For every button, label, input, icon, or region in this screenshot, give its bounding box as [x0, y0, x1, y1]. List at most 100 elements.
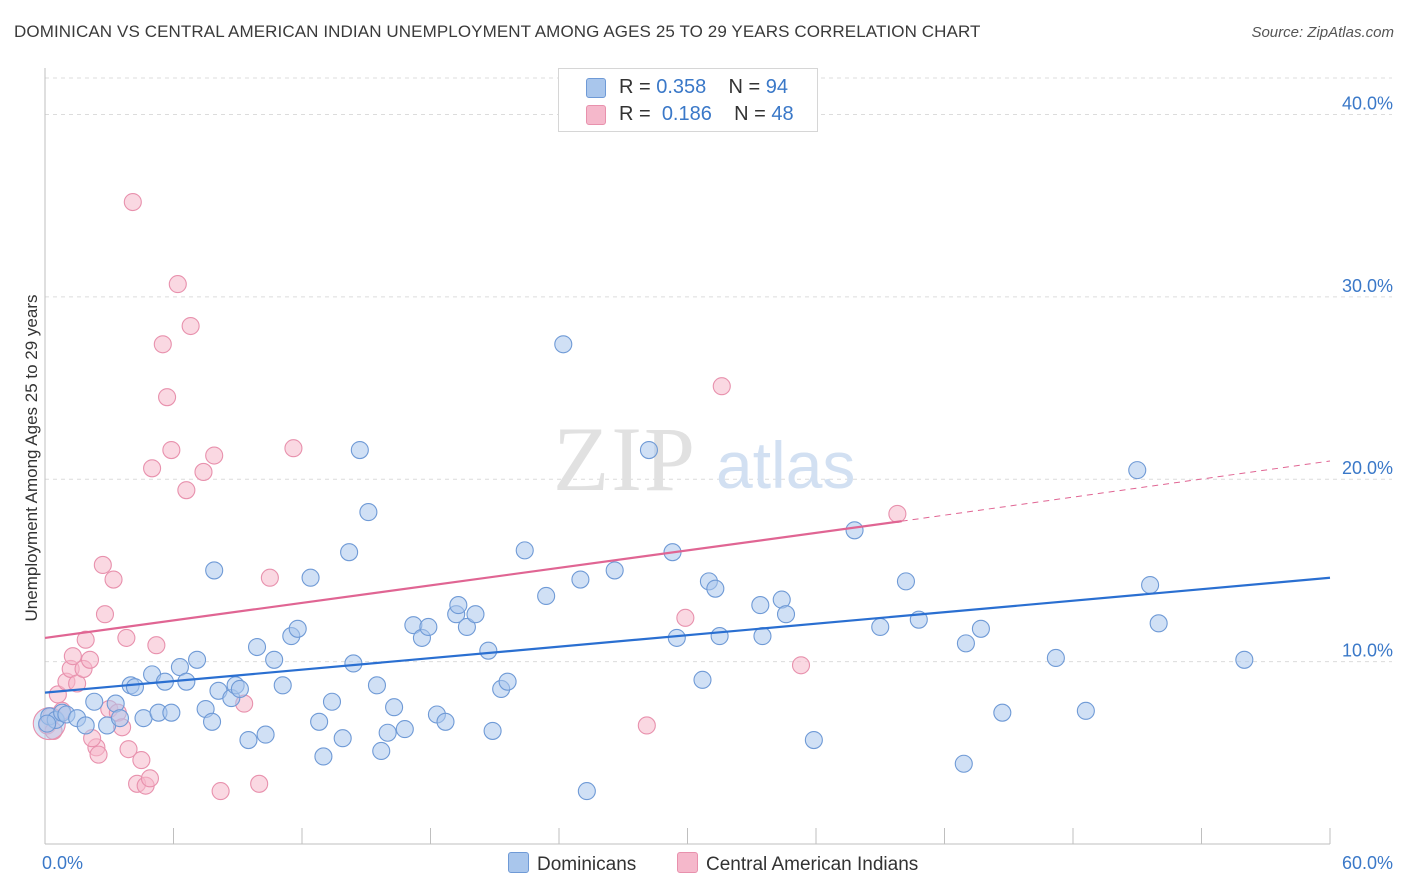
dominicans-point — [845, 521, 864, 540]
dominicans-point — [1046, 648, 1065, 668]
central-american-indians-point — [117, 628, 136, 647]
legend-item-label: Central American Indians — [706, 854, 919, 875]
dominicans-point — [537, 586, 556, 606]
dominicans-point — [971, 619, 990, 638]
x-tick-label: 0.0% — [42, 853, 83, 873]
dominicans-point — [359, 503, 378, 522]
central-american-indians-point — [95, 605, 115, 624]
dominicans-point — [751, 596, 770, 615]
tick-labels: 10.0% 20.0% 30.0% 40.0% 0.0% 60.0% — [42, 93, 1393, 873]
dominicans-point — [372, 741, 391, 761]
central-american-indians-point — [153, 335, 172, 354]
y-tick-label: 40.0% — [1342, 93, 1393, 113]
dominicans-point — [385, 698, 404, 717]
central-american-indians-point — [104, 570, 123, 589]
central-american-indians-point — [177, 481, 196, 500]
dominicans-point — [247, 637, 267, 657]
dominicans-point — [76, 716, 95, 735]
dominicans-point — [956, 634, 975, 653]
dominicans-point — [804, 730, 823, 750]
dominicans-point — [776, 605, 796, 624]
central-american-indians-point — [712, 377, 731, 396]
dominicans-point — [554, 335, 573, 354]
dominicans-point — [378, 723, 397, 742]
dominicans-point — [498, 672, 517, 691]
dominicans-point — [38, 714, 57, 733]
dominicans-point — [177, 672, 196, 691]
dominicans-point — [479, 641, 498, 660]
dominicans-point — [322, 692, 342, 711]
central-american-indians-point — [284, 439, 303, 458]
central-american-indians-trend-extension — [901, 460, 1331, 522]
legend-item-label: Dominicans — [537, 854, 637, 875]
dominicans-point — [265, 650, 284, 669]
dominicans-point — [333, 729, 352, 748]
central-american-indians-point — [119, 740, 138, 759]
dominicans-point — [993, 703, 1012, 722]
central-american-indians-point — [80, 650, 100, 669]
legend-n-label: N = — [728, 76, 766, 98]
central-american-indians-point — [676, 608, 695, 627]
y-tick-label: 10.0% — [1342, 641, 1393, 661]
dominicans-point — [577, 782, 596, 801]
central-american-indians-point — [123, 192, 142, 212]
pink-swatch-icon — [586, 105, 606, 125]
legend-r-label: R = — [619, 76, 657, 98]
trend-lines — [44, 460, 1331, 694]
dominicans-point — [350, 441, 369, 460]
legend-n-value: 48 — [771, 103, 794, 125]
legend-r-value: 0.186 — [661, 103, 712, 125]
central-american-indians-point — [181, 316, 200, 336]
x-tick-label: 60.0% — [1342, 853, 1393, 873]
central-american-indians-trend-line — [44, 520, 902, 639]
dominicans-point — [310, 712, 329, 731]
dominicans-point — [125, 678, 144, 697]
dominicans-point — [466, 605, 485, 624]
dominicans-point — [1149, 614, 1168, 633]
dominicans-point — [314, 747, 333, 766]
y-axis-label: Unemployment Among Ages 25 to 29 years — [22, 295, 41, 622]
central-american-indians-point — [76, 630, 95, 649]
dominicans-point — [639, 441, 659, 460]
dominicans-point — [134, 709, 153, 728]
legend-item-central-american-indians[interactable]: Central American Indians — [677, 852, 918, 876]
dominicans-point — [288, 619, 307, 638]
dominicans-point — [256, 725, 275, 744]
dominicans-trend-line — [44, 576, 1331, 694]
dominicans-point — [419, 617, 438, 637]
central-american-indians-point — [637, 716, 656, 735]
dominicans-point — [753, 627, 772, 646]
central-american-indians-point — [132, 751, 151, 770]
watermark-atlas: atlas — [716, 428, 855, 502]
watermark: ZIP atlas — [553, 408, 855, 510]
dominicans-point — [230, 679, 249, 699]
central-american-indians-point — [888, 504, 907, 523]
dominicans-point — [1076, 701, 1095, 720]
legend-r-value: 0.358 — [656, 76, 707, 98]
pink-swatch-icon — [677, 852, 698, 873]
central-american-indians-point — [162, 441, 181, 460]
central-american-indians-point — [168, 275, 187, 294]
y-tick-label: 30.0% — [1342, 276, 1393, 296]
dominicans-points — [38, 335, 1254, 801]
dominicans-point — [706, 579, 725, 598]
dominicans-point — [449, 596, 468, 615]
blue-swatch-icon — [586, 78, 606, 98]
blue-swatch-icon — [508, 852, 529, 873]
central-american-indians-point — [89, 745, 108, 764]
dominicans-point — [710, 627, 729, 646]
dominicans-point — [1128, 461, 1147, 480]
dominicans-point — [395, 720, 414, 739]
dominicans-point — [273, 676, 292, 695]
legend-n-value: 94 — [765, 76, 789, 98]
dominicans-point — [954, 754, 973, 773]
legend-item-dominicans[interactable]: Dominicans — [508, 852, 636, 876]
central-american-indians-point — [250, 774, 269, 793]
central-american-indians-point — [791, 656, 811, 675]
dominicans-point — [1235, 650, 1254, 669]
dominicans-point — [205, 561, 224, 580]
dominicans-point — [188, 650, 207, 669]
chart-title: DOMINICAN VS CENTRAL AMERICAN INDIAN UNE… — [14, 22, 981, 41]
y-tick-label: 20.0% — [1342, 458, 1393, 478]
